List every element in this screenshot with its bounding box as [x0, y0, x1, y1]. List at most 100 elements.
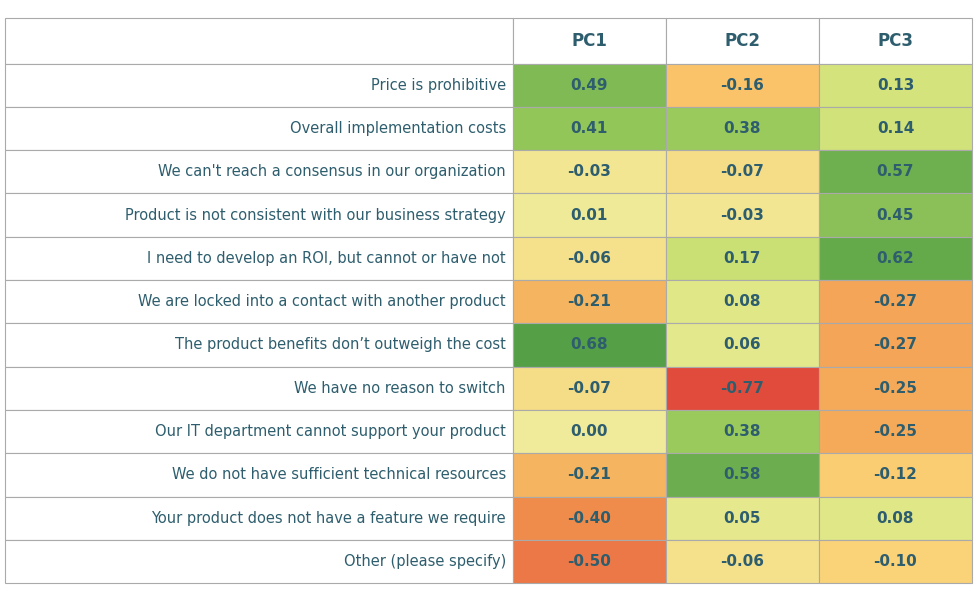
Text: Product is not consistent with our business strategy: Product is not consistent with our busin…: [125, 208, 506, 223]
Bar: [819, 150, 972, 193]
Bar: [5, 237, 512, 280]
Bar: [666, 323, 819, 367]
Bar: [666, 193, 819, 237]
Text: 0.05: 0.05: [724, 511, 761, 525]
Bar: [512, 540, 666, 583]
Bar: [819, 280, 972, 323]
Bar: [819, 540, 972, 583]
Bar: [5, 64, 512, 107]
Bar: [512, 323, 666, 367]
Bar: [5, 496, 512, 540]
Text: 0.13: 0.13: [877, 78, 915, 93]
Text: 0.01: 0.01: [571, 208, 608, 223]
Text: 0.08: 0.08: [877, 511, 915, 525]
Text: Price is prohibitive: Price is prohibitive: [371, 78, 506, 93]
Text: Your product does not have a feature we require: Your product does not have a feature we …: [151, 511, 506, 525]
Text: I need to develop an ROI, but cannot or have not: I need to develop an ROI, but cannot or …: [147, 251, 506, 266]
Text: -0.16: -0.16: [721, 78, 765, 93]
Text: 0.68: 0.68: [571, 337, 608, 352]
Bar: [666, 18, 819, 64]
Bar: [819, 64, 972, 107]
Bar: [512, 453, 666, 496]
Bar: [819, 107, 972, 150]
Text: -0.25: -0.25: [874, 381, 918, 396]
Text: We do not have sufficient technical resources: We do not have sufficient technical reso…: [171, 467, 506, 483]
Bar: [666, 496, 819, 540]
Bar: [819, 237, 972, 280]
Bar: [666, 150, 819, 193]
Text: Overall implementation costs: Overall implementation costs: [289, 121, 506, 136]
Bar: [512, 496, 666, 540]
Text: -0.25: -0.25: [874, 424, 918, 439]
Text: 0.06: 0.06: [724, 337, 761, 352]
Bar: [5, 540, 512, 583]
Bar: [5, 453, 512, 496]
Bar: [819, 367, 972, 410]
Text: 0.00: 0.00: [571, 424, 608, 439]
Bar: [512, 64, 666, 107]
Text: We have no reason to switch: We have no reason to switch: [294, 381, 506, 396]
Text: -0.03: -0.03: [721, 208, 765, 223]
Text: 0.38: 0.38: [724, 121, 761, 136]
Bar: [5, 367, 512, 410]
Bar: [819, 453, 972, 496]
Bar: [512, 150, 666, 193]
Bar: [5, 150, 512, 193]
Bar: [512, 280, 666, 323]
Text: -0.40: -0.40: [567, 511, 611, 525]
Bar: [666, 64, 819, 107]
Text: The product benefits don’t outweigh the cost: The product benefits don’t outweigh the …: [175, 337, 506, 352]
Text: -0.07: -0.07: [567, 381, 611, 396]
Bar: [512, 18, 666, 64]
Text: PC1: PC1: [572, 32, 607, 49]
Bar: [666, 540, 819, 583]
Text: -0.27: -0.27: [874, 294, 918, 309]
Bar: [666, 453, 819, 496]
Text: 0.45: 0.45: [877, 208, 915, 223]
Text: PC3: PC3: [878, 32, 914, 49]
Bar: [819, 193, 972, 237]
Bar: [666, 107, 819, 150]
Text: PC2: PC2: [725, 32, 761, 49]
Bar: [666, 410, 819, 453]
Bar: [819, 496, 972, 540]
Text: -0.07: -0.07: [721, 164, 765, 179]
Text: We are locked into a contact with another product: We are locked into a contact with anothe…: [138, 294, 506, 309]
Bar: [5, 280, 512, 323]
Bar: [5, 18, 512, 64]
Text: 0.58: 0.58: [724, 467, 761, 483]
Bar: [5, 193, 512, 237]
Text: 0.62: 0.62: [877, 251, 915, 266]
Text: 0.08: 0.08: [724, 294, 761, 309]
Bar: [819, 323, 972, 367]
Text: 0.41: 0.41: [571, 121, 608, 136]
Bar: [666, 367, 819, 410]
Text: We can't reach a consensus in our organization: We can't reach a consensus in our organi…: [158, 164, 506, 179]
Text: -0.06: -0.06: [721, 554, 765, 569]
Text: Other (please specify): Other (please specify): [344, 554, 506, 569]
Bar: [666, 280, 819, 323]
Bar: [512, 193, 666, 237]
Text: -0.50: -0.50: [567, 554, 611, 569]
Text: -0.77: -0.77: [721, 381, 765, 396]
Bar: [512, 367, 666, 410]
Bar: [666, 237, 819, 280]
Text: 0.14: 0.14: [877, 121, 915, 136]
Text: 0.57: 0.57: [877, 164, 915, 179]
Bar: [5, 410, 512, 453]
Text: -0.10: -0.10: [874, 554, 918, 569]
Bar: [5, 323, 512, 367]
Bar: [819, 410, 972, 453]
Bar: [512, 410, 666, 453]
Text: -0.21: -0.21: [567, 294, 611, 309]
Bar: [819, 18, 972, 64]
Text: -0.21: -0.21: [567, 467, 611, 483]
Text: -0.12: -0.12: [874, 467, 918, 483]
Bar: [512, 237, 666, 280]
Text: 0.38: 0.38: [724, 424, 761, 439]
Bar: [512, 107, 666, 150]
Text: 0.49: 0.49: [571, 78, 608, 93]
Text: Our IT department cannot support your product: Our IT department cannot support your pr…: [155, 424, 506, 439]
Text: 0.17: 0.17: [724, 251, 761, 266]
Text: -0.03: -0.03: [567, 164, 611, 179]
